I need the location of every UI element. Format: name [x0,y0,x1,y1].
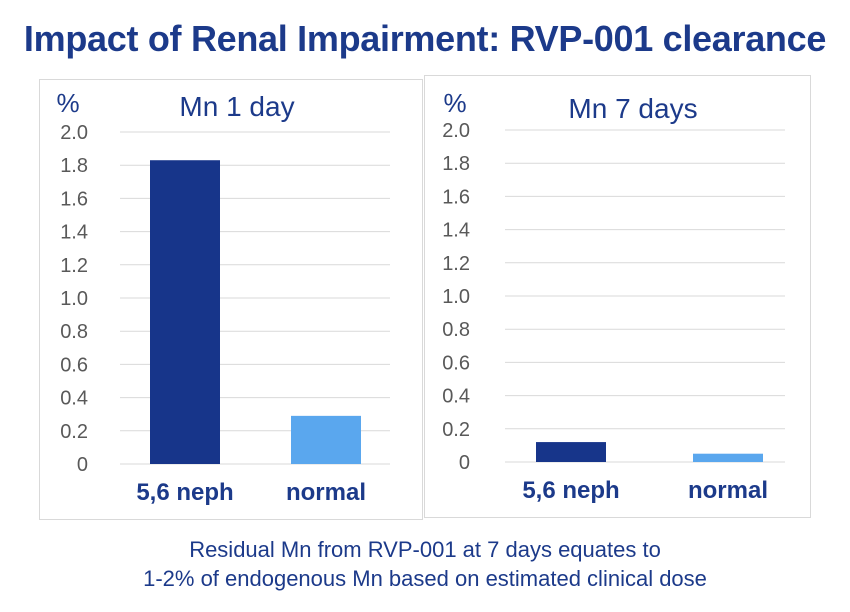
y-tick-label: 0.4 [60,388,88,410]
y-tick-label: 1.8 [60,155,88,177]
y-tick-label: 1.4 [442,220,470,242]
chart-title: Mn 7 days [568,93,697,124]
bar-chart-mn-7-days: 0 0.2 0.4 0.6 0.8 1.0 1.2 1.4 1.6 1.8 2.0 5,6 neph n… [442,88,785,504]
y-tick-label: 1.2 [60,255,88,277]
y-tick-label: 0.2 [442,419,470,441]
x-category-label: 5,6 neph [522,477,619,504]
y-tick-label: 1.0 [442,286,470,308]
y-tick-label: 0.4 [442,386,470,408]
bar-normal [291,415,361,464]
chart-panel-mn-1-day: 0 0.2 0.4 0.6 0.8 1.0 1.2 1.4 1.6 1.8 2.0 5,6 neph n… [39,79,423,520]
y-tick-label: 0.6 [442,352,470,374]
y-tick-label: 0 [77,454,88,476]
chart-panel-mn-7-days: 0 0.2 0.4 0.6 0.8 1.0 1.2 1.4 1.6 1.8 2.0 5,6 neph n… [424,75,811,518]
y-tick-label: 1.6 [60,188,88,210]
y-tick-label: 0.8 [60,321,88,343]
y-tick-label: 2.0 [442,120,470,142]
y-tick-label: 1.8 [442,153,470,175]
footnote-line-1: Residual Mn from RVP-001 at 7 days equat… [189,537,661,562]
page-title: Impact of Renal Impairment: RVP-001 clea… [23,18,827,59]
y-tick-label: 0.8 [442,319,470,341]
bar-chart-mn-1-day: 0 0.2 0.4 0.6 0.8 1.0 1.2 1.4 1.6 1.8 2.0 5,6 neph n… [56,88,390,506]
x-category-label: normal [688,477,768,504]
x-category-label: normal [286,479,366,506]
x-category-label: 5,6 neph [136,479,233,506]
bar-5-6-neph [536,442,606,462]
y-tick-label: 1.0 [60,288,88,310]
chart-title: Mn 1 day [179,91,294,122]
y-axis-unit-label: % [56,88,79,118]
y-tick-label: 0.6 [60,354,88,376]
bar-5-6-neph [150,160,220,464]
footnote-line-2: 1-2% of endogenous Mn based on estimated… [143,566,707,591]
y-tick-label: 0.2 [60,421,88,443]
y-axis-unit-label: % [443,88,466,118]
y-tick-label: 0 [459,452,470,474]
bar-normal [693,453,763,462]
y-tick-label: 1.2 [442,253,470,275]
y-tick-label: 1.4 [60,222,88,244]
y-tick-label: 1.6 [442,186,470,208]
y-tick-label: 2.0 [60,122,88,144]
